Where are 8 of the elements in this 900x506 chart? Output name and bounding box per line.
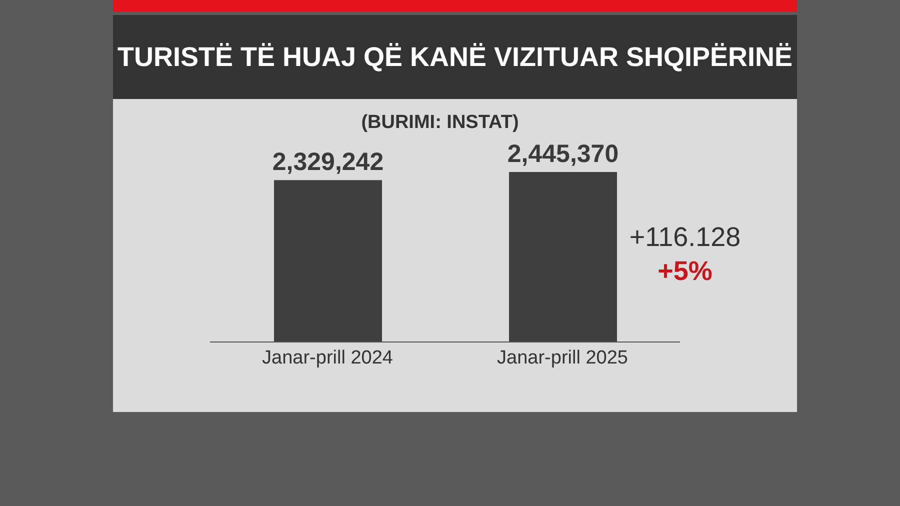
x-tick-label: Janar-prill 2025 bbox=[497, 347, 628, 368]
x-tick-label: Janar-prill 2024 bbox=[262, 347, 394, 368]
chart-subtitle: (BURIMI: INSTAT) bbox=[360, 112, 520, 134]
annotation: +116.128 bbox=[628, 221, 742, 254]
chart-title: TURISTË TË HUAJ QË KANË VIZITUAR SHQIPËRINË bbox=[113, 15, 797, 99]
annotation: +5% bbox=[656, 255, 714, 288]
data-label: 2,329,242 bbox=[272, 148, 384, 176]
data-label: 2,445,370 bbox=[507, 140, 619, 168]
